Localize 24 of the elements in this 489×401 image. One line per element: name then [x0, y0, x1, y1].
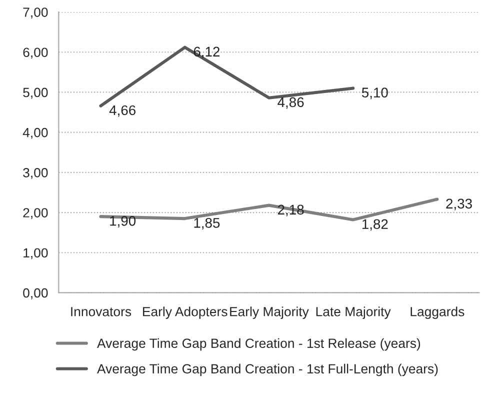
data-label: 1,85: [194, 218, 220, 230]
y-tick-label: 3,00: [23, 168, 48, 179]
x-tick-label: Late Majority: [316, 306, 391, 319]
data-label: 2,18: [278, 204, 304, 216]
y-tick-label: 7,00: [23, 8, 48, 18]
y-tick-label: 5,00: [23, 88, 48, 99]
y-tick-label: 0,00: [23, 288, 48, 300]
legend-label: Average Time Gap Band Creation - 1st Release (years): [96, 338, 420, 351]
y-tick-label: 2,00: [23, 208, 48, 219]
data-label: 6,12: [194, 46, 220, 58]
y-tick-label: 4,00: [22, 128, 48, 139]
x-tick-label: Early Majority: [230, 306, 309, 319]
x-tick-label: Laggards: [410, 306, 464, 319]
y-tick-label: 1,00: [24, 248, 48, 260]
x-tick-label: Early Adopters: [143, 306, 228, 319]
data-label: 4,66: [109, 105, 136, 117]
legend-label: Average Time Gap Band Creation - 1st Full-Length (years): [96, 364, 438, 376]
data-label: 4,86: [278, 97, 304, 109]
data-label: 2,33: [446, 198, 472, 210]
data-label: 1,90: [110, 216, 136, 228]
data-label: 1,82: [362, 219, 388, 231]
x-tick-label: Innovators: [71, 307, 132, 316]
data-label: 5,10: [362, 88, 388, 100]
y-tick-label: 6,00: [23, 48, 48, 59]
